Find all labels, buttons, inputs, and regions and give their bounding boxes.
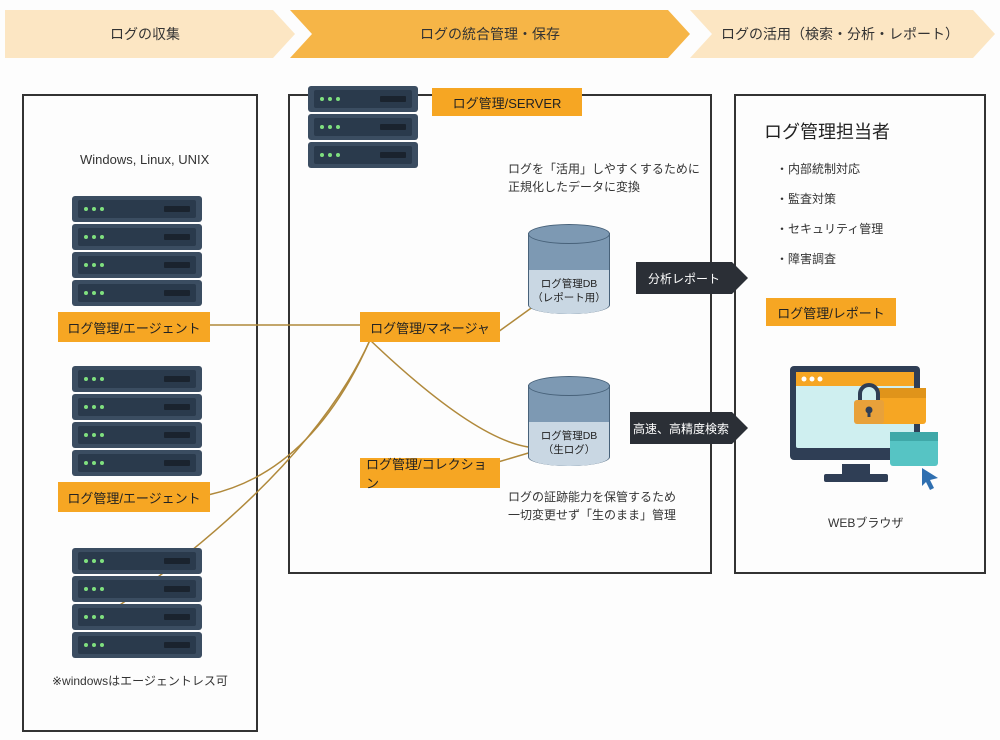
chevron-1: ログの収集: [10, 10, 280, 58]
bullet-3: ・セキュリティ管理: [776, 220, 883, 238]
server-icon: [308, 86, 418, 170]
bullet-2: ・監査対策: [776, 190, 836, 208]
bullet-1: ・内部統制対応: [776, 160, 860, 178]
manager-label: ログ管理/マネージャ: [360, 312, 500, 342]
analysis-arrow: 分析レポート: [636, 262, 732, 294]
search-arrow: 高速、高精度検索: [630, 412, 732, 444]
db-raw-line1: ログ管理DB: [541, 430, 598, 444]
server-icon: [72, 196, 202, 308]
db-raw-line2: （生ログ）: [543, 444, 596, 458]
rawlog-note: ログの証跡能力を保管するため 一切変更せず「生のまま」管理: [508, 488, 676, 524]
bullet-4: ・障害調査: [776, 250, 836, 268]
collection-label: ログ管理/コレクション: [360, 458, 500, 488]
database-icon: ログ管理DB （生ログ）: [528, 376, 608, 466]
browser-icon: [782, 358, 942, 508]
server-icon: [72, 548, 202, 660]
report-label: ログ管理/レポート: [766, 298, 896, 326]
os-label: Windows, Linux, UNIX: [80, 150, 209, 170]
server-label: ログ管理/SERVER: [432, 88, 582, 116]
chevron-3: ログの活用（検索・分析・レポート）: [700, 10, 980, 58]
db-report-line2: （レポート用）: [532, 292, 606, 306]
agent-label-1: ログ管理/エージェント: [58, 312, 210, 342]
normalize-note: ログを「活用」しやすくするために 正規化したデータに変換: [508, 160, 700, 196]
chevron-2: ログの統合管理・保存: [300, 10, 680, 58]
database-icon: ログ管理DB （レポート用）: [528, 224, 608, 314]
agent-label-2: ログ管理/エージェント: [58, 482, 210, 512]
browser-caption: WEBブラウザ: [828, 514, 903, 532]
server-icon: [72, 366, 202, 478]
db-report-line1: ログ管理DB: [541, 278, 598, 292]
agentless-note: ※windowsはエージェントレス可: [52, 672, 228, 690]
admin-title: ログ管理担当者: [764, 118, 890, 144]
